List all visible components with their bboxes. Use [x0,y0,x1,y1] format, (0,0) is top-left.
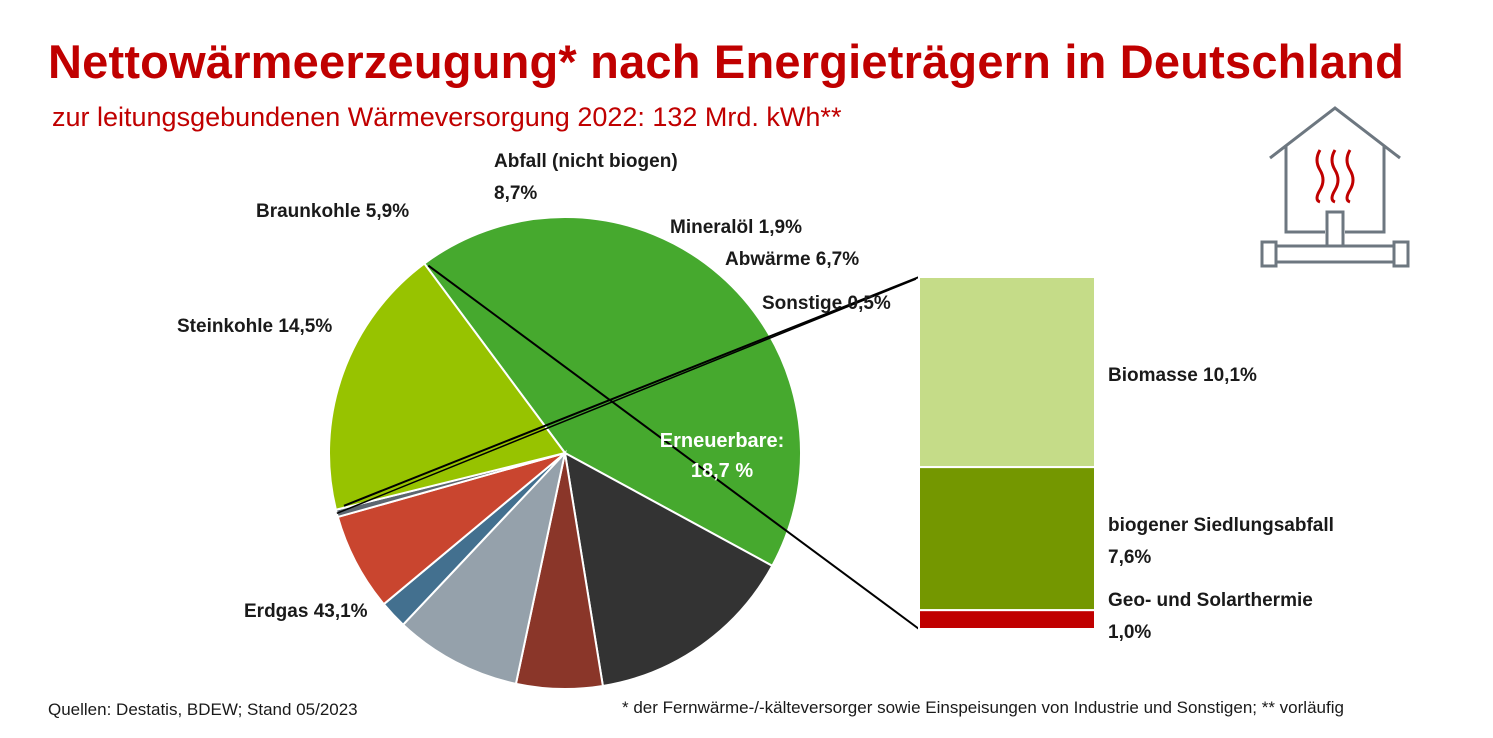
slice-label-erdgas: Erdgas 43,1% [244,601,368,622]
page-title: Nettowärmeerzeugung* nach Energieträgern… [48,35,1404,88]
pie-chart [328,216,802,690]
chart-labels: Erdgas 43,1% Steinkohle 14,5% Braunkohle 5… [177,151,1334,643]
slice-label-sonstige: Sonstige 0,5% [762,293,891,314]
bar-label-geo-und-solarthermie: Geo- und Solarthermie 1,0% [1108,590,1313,643]
bar-segment-geo-und-solarthermie [918,609,1096,630]
slice-label-abfall-nicht-biogen: Abfall (nicht biogen) 8,7% [494,151,678,204]
footer-note: * der Fernwärme-/-kälteversorger sowie E… [622,698,1344,717]
pie-slice-steinkohle [563,451,774,688]
bar-label-biomasse: Biomasse 10,1% [1108,365,1257,386]
pie-slice-erdgas [422,216,802,568]
pie-slice-abfall-nicht-biogen [401,449,567,686]
sonstige-leader-line [336,278,917,515]
breakout-connectors [336,264,920,630]
connector-line-top [343,276,920,507]
breakout-stacked-bar [918,276,1096,630]
bar-label-biogener-siedlungsabfall: biogener Siedlungsabfall 7,6% [1108,515,1334,568]
slice-label-erneuerbare: Erneuerbare: 18,7 % [660,430,785,482]
page-subtitle: zur leitungsgebundenen Wärmeversorgung 2… [52,102,842,132]
connector-line-bottom [427,264,920,630]
pie-slice-erneuerbare [328,262,567,511]
footer-sources: Quellen: Destatis, BDEW; Stand 05/2023 [48,700,358,719]
slice-label-abwaerme: Abwärme 6,7% [725,249,859,270]
house-heating-icon [1260,106,1410,268]
slice-label-braunkohle: Braunkohle 5,9% [256,201,409,222]
slice-label-steinkohle: Steinkohle 14,5% [177,316,332,337]
slice-label-mineraloel: Mineralöl 1,9% [670,217,802,238]
bar-segment-biogener-siedlungsabfall [918,466,1096,612]
bar-segment-biomasse [918,276,1096,469]
